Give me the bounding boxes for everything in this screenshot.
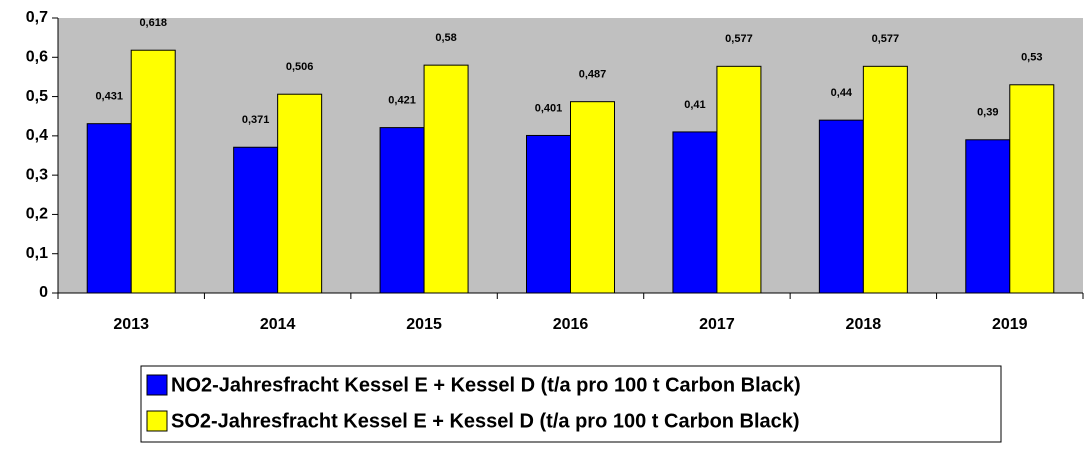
y-tick-label: 0,2 bbox=[26, 206, 48, 223]
value-label: 0,371 bbox=[242, 114, 270, 126]
bar bbox=[423, 64, 469, 294]
bar bbox=[277, 93, 323, 294]
value-label: 0,577 bbox=[725, 33, 753, 45]
x-tick-label: 2016 bbox=[553, 316, 589, 333]
bar bbox=[379, 127, 425, 294]
legend-label: SO2-Jahresfracht Kessel E + Kessel D (t/… bbox=[171, 410, 800, 432]
x-tick-label: 2017 bbox=[699, 316, 735, 333]
x-tick-label: 2013 bbox=[113, 316, 149, 333]
bar bbox=[672, 131, 718, 294]
bar bbox=[965, 139, 1011, 294]
value-label: 0,53 bbox=[1021, 52, 1042, 64]
bar bbox=[1009, 84, 1055, 294]
bar bbox=[233, 146, 279, 294]
legend-swatch bbox=[146, 374, 168, 396]
value-label: 0,58 bbox=[435, 32, 456, 44]
value-label: 0,44 bbox=[831, 87, 853, 99]
bar bbox=[818, 119, 864, 294]
value-label: 0,41 bbox=[684, 99, 705, 111]
value-label: 0,39 bbox=[977, 107, 998, 119]
x-tick-label: 2014 bbox=[260, 316, 296, 333]
x-tick-label: 2019 bbox=[992, 316, 1028, 333]
value-label: 0,487 bbox=[579, 69, 607, 81]
y-tick-label: 0,7 bbox=[26, 9, 48, 26]
x-tick-label: 2018 bbox=[846, 316, 882, 333]
y-tick-label: 0 bbox=[39, 284, 48, 301]
bar bbox=[862, 65, 908, 294]
bar bbox=[570, 101, 615, 294]
y-tick-label: 0,4 bbox=[26, 127, 48, 144]
legend-label: NO2-Jahresfracht Kessel E + Kessel D (t/… bbox=[171, 374, 801, 396]
y-tick-label: 0,3 bbox=[26, 166, 48, 183]
y-tick-label: 0,1 bbox=[26, 245, 48, 262]
legend-box bbox=[140, 365, 1002, 443]
bar bbox=[716, 65, 762, 294]
bar bbox=[86, 123, 132, 294]
value-label: 0,401 bbox=[535, 102, 563, 114]
value-label: 0,421 bbox=[388, 95, 416, 107]
value-label: 0,618 bbox=[139, 17, 167, 29]
y-tick-label: 0,5 bbox=[26, 88, 48, 105]
value-label: 0,577 bbox=[872, 33, 900, 45]
x-tick-label: 2015 bbox=[406, 316, 442, 333]
value-label: 0,431 bbox=[95, 91, 123, 103]
bar bbox=[526, 134, 571, 294]
y-tick-label: 0,6 bbox=[26, 49, 48, 66]
legend-swatch bbox=[146, 410, 168, 432]
bar bbox=[130, 49, 176, 294]
value-label: 0,506 bbox=[286, 61, 314, 73]
